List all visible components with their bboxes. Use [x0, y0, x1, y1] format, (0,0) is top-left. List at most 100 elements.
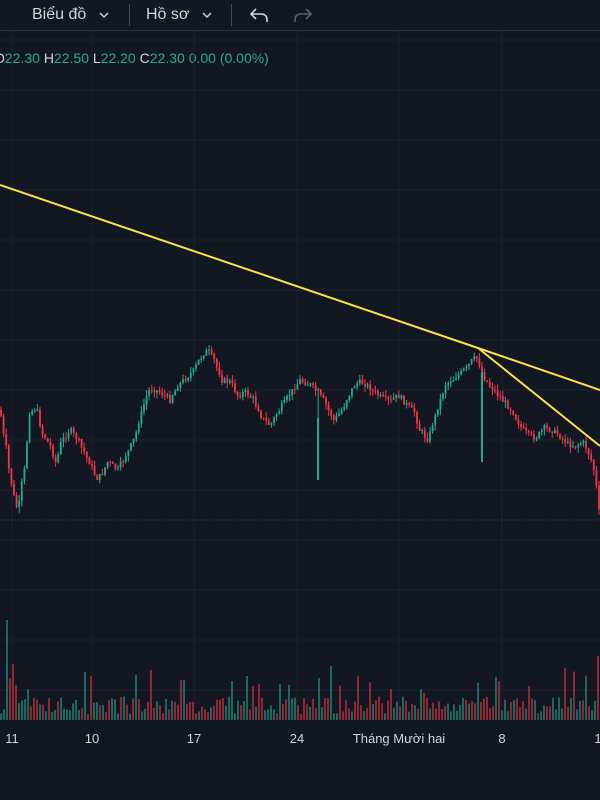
volume-bar — [570, 698, 572, 720]
candle-body — [72, 428, 75, 434]
volume-bar — [192, 701, 194, 720]
candle-body — [166, 394, 169, 396]
volume-bar — [543, 705, 545, 720]
candle-body — [140, 411, 143, 424]
candle-body — [512, 410, 515, 415]
volume-bar — [60, 697, 62, 720]
candle-body — [215, 359, 218, 368]
candle-body — [514, 414, 517, 420]
candle-body — [356, 383, 359, 388]
undo-icon[interactable] — [248, 4, 270, 26]
volume-bar — [126, 704, 128, 720]
candle-body — [236, 391, 239, 396]
volume-bar — [114, 699, 116, 720]
candle-body — [176, 387, 179, 391]
volume-bar — [291, 698, 293, 720]
redo-icon[interactable] — [292, 4, 314, 26]
candle-body — [559, 434, 561, 439]
volume-bar — [480, 702, 482, 720]
volume-bar — [171, 700, 173, 720]
top-toolbar: Biểu đồ Hồ sơ — [0, 0, 600, 31]
chevron-down-icon — [99, 12, 109, 19]
candle-body — [130, 443, 132, 451]
volume-bar — [354, 701, 356, 720]
volume-bar — [177, 704, 179, 720]
volume-bar — [252, 686, 254, 720]
candle-body — [205, 350, 208, 356]
candle-body — [31, 410, 34, 415]
volume-bar — [576, 709, 578, 720]
volume-bar — [498, 681, 500, 720]
profile-menu-button[interactable]: Hồ sơ — [146, 0, 213, 30]
candle-body — [481, 366, 483, 373]
volume-bar — [558, 697, 560, 720]
x-axis-tick-label: 1 — [594, 731, 600, 746]
volume-bar — [495, 676, 497, 720]
volume-bar — [594, 700, 596, 720]
volume-bar — [549, 706, 551, 720]
volume-bar — [69, 710, 71, 720]
candle-body — [517, 419, 520, 425]
volume-bar — [534, 700, 536, 720]
volume-bar — [477, 682, 479, 720]
candle-body — [330, 410, 333, 416]
candle-body — [221, 374, 223, 383]
candle-body — [67, 432, 70, 438]
low-value: 22.20 — [100, 50, 136, 66]
candle-body — [265, 418, 268, 421]
candle-body — [457, 374, 460, 379]
volume-bar — [84, 671, 86, 720]
candle-body — [421, 430, 424, 432]
candle-body — [429, 431, 431, 442]
candle-body — [496, 390, 499, 397]
x-axis-tick-label: 24 — [289, 731, 305, 746]
volume-bar — [36, 699, 38, 720]
candle-body — [551, 431, 554, 433]
candle-body — [374, 390, 377, 392]
candle-body — [78, 438, 80, 440]
candle-body — [353, 387, 356, 389]
volume-bar — [270, 705, 272, 720]
candle-body — [249, 395, 252, 398]
volume-bar — [18, 703, 20, 720]
candle-body — [234, 383, 236, 392]
volume-bar — [327, 698, 329, 720]
candle-body — [548, 427, 551, 432]
chart-menu-button[interactable]: Biểu đồ — [32, 0, 110, 30]
volume-bar — [261, 697, 263, 720]
candle-body — [473, 356, 476, 360]
volume-bar — [429, 708, 431, 720]
volume-bar — [90, 675, 92, 720]
price-chart-canvas[interactable] — [0, 31, 600, 721]
volume-bar — [348, 708, 350, 720]
candle-body — [486, 380, 489, 382]
volume-bar — [342, 711, 344, 720]
candle-body — [577, 445, 580, 448]
candle-body — [39, 409, 41, 427]
candle-body — [460, 370, 463, 375]
volume-bar — [12, 664, 14, 720]
candle-body — [322, 394, 325, 398]
candle-body — [483, 372, 486, 381]
candle-body — [267, 420, 270, 425]
close-label: C — [139, 50, 150, 66]
volume-bar — [423, 692, 425, 720]
candle-body — [10, 468, 13, 484]
candle-body — [397, 394, 400, 399]
volume-bar — [222, 698, 224, 720]
candle-body — [540, 429, 543, 432]
candle-body — [291, 389, 294, 396]
volume-bar — [201, 706, 203, 720]
candle-body — [377, 390, 379, 396]
candle-body — [442, 393, 444, 399]
volume-bar — [519, 707, 521, 720]
volume-bar — [243, 700, 245, 720]
volume-bar — [135, 674, 137, 720]
candle-body — [231, 380, 234, 384]
change-value: 0.00 (0.00%) — [188, 50, 269, 66]
candle-body — [343, 407, 346, 410]
candle-body — [252, 396, 255, 398]
volume-bar — [525, 708, 527, 720]
candle-body — [520, 424, 522, 427]
volume-bar — [102, 705, 104, 720]
